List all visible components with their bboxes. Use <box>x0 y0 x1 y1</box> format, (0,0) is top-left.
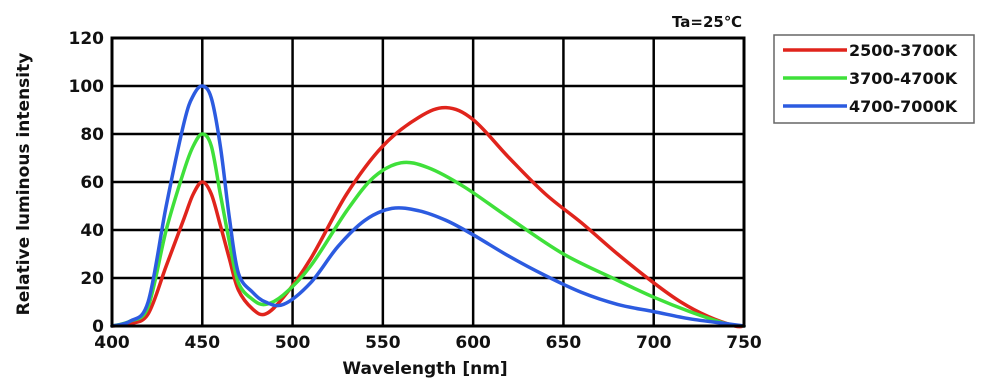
x-tick-label: 400 <box>94 333 130 353</box>
y-tick-label: 40 <box>80 221 104 241</box>
y-axis-title: Relative luminous intensity <box>14 53 34 316</box>
x-tick-label: 550 <box>365 333 401 353</box>
series-line-3700-4700k <box>110 132 746 328</box>
x-tick-label: 750 <box>726 333 762 353</box>
series-line-4700-7000k <box>110 84 746 328</box>
y-tick-label: 60 <box>80 173 104 193</box>
plot-frame <box>110 36 746 328</box>
x-tick-label: 500 <box>275 333 311 353</box>
legend-items: 2500-3700K 3700-4700K 4700-7000K <box>783 41 958 116</box>
x-tick-label: 600 <box>455 333 491 353</box>
legend-label: 3700-4700K <box>849 69 958 88</box>
x-tick-label: 650 <box>546 333 582 353</box>
temperature-annotation: Ta=25℃ <box>672 13 742 31</box>
y-tick-label: 120 <box>69 29 105 49</box>
y-tick-label: 100 <box>69 77 105 97</box>
x-axis-ticks: 400 450 500 550 600 650 700 750 <box>94 333 762 353</box>
y-tick-label: 20 <box>80 269 104 289</box>
y-axis-ticks: 0 20 40 60 80 100 120 <box>69 29 105 337</box>
legend: 2500-3700K 3700-4700K 4700-7000K <box>773 34 975 124</box>
x-tick-label: 700 <box>636 333 672 353</box>
series-lines <box>110 84 746 329</box>
x-tick-label: 450 <box>185 333 221 353</box>
legend-label: 2500-3700K <box>849 41 958 60</box>
y-tick-label: 0 <box>92 317 104 337</box>
grid <box>112 38 744 326</box>
x-axis-title: Wavelength [nm] <box>342 359 507 379</box>
series-line-2500-3700k <box>110 105 746 329</box>
legend-label: 4700-7000K <box>849 97 958 116</box>
y-tick-label: 80 <box>80 125 104 145</box>
